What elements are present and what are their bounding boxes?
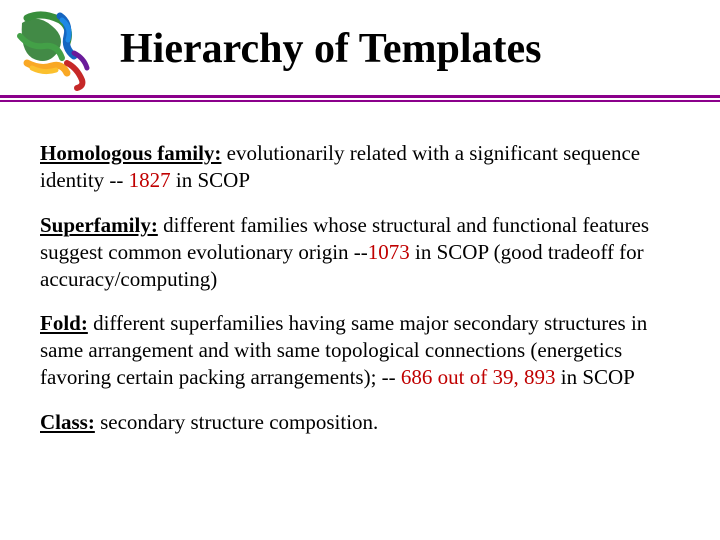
term-label: Class: xyxy=(40,410,95,434)
paragraph-text: secondary structure composition. xyxy=(95,410,378,434)
term-label: Superfamily: xyxy=(40,213,158,237)
paragraph-fold: Fold: different superfamilies having sam… xyxy=(40,310,680,391)
term-label: Homologous family: xyxy=(40,141,221,165)
slide-header: Hierarchy of Templates xyxy=(0,0,720,110)
paragraph-homologous: Homologous family: evolutionarily relate… xyxy=(40,140,680,194)
term-label: Fold: xyxy=(40,311,88,335)
paragraph-superfamily: Superfamily: different families whose st… xyxy=(40,212,680,293)
separator-line xyxy=(0,95,720,102)
paragraph-text: in SCOP xyxy=(556,365,635,389)
highlighted-number: 686 out of 39, 893 xyxy=(401,365,556,389)
protein-structure-icon xyxy=(12,8,102,93)
highlighted-number: 1073 xyxy=(368,240,410,264)
paragraph-text: in SCOP xyxy=(171,168,250,192)
highlighted-number: 1827 xyxy=(129,168,171,192)
slide-title: Hierarchy of Templates xyxy=(120,25,542,73)
slide-content: Homologous family: evolutionarily relate… xyxy=(0,110,720,436)
paragraph-class: Class: secondary structure composition. xyxy=(40,409,680,436)
